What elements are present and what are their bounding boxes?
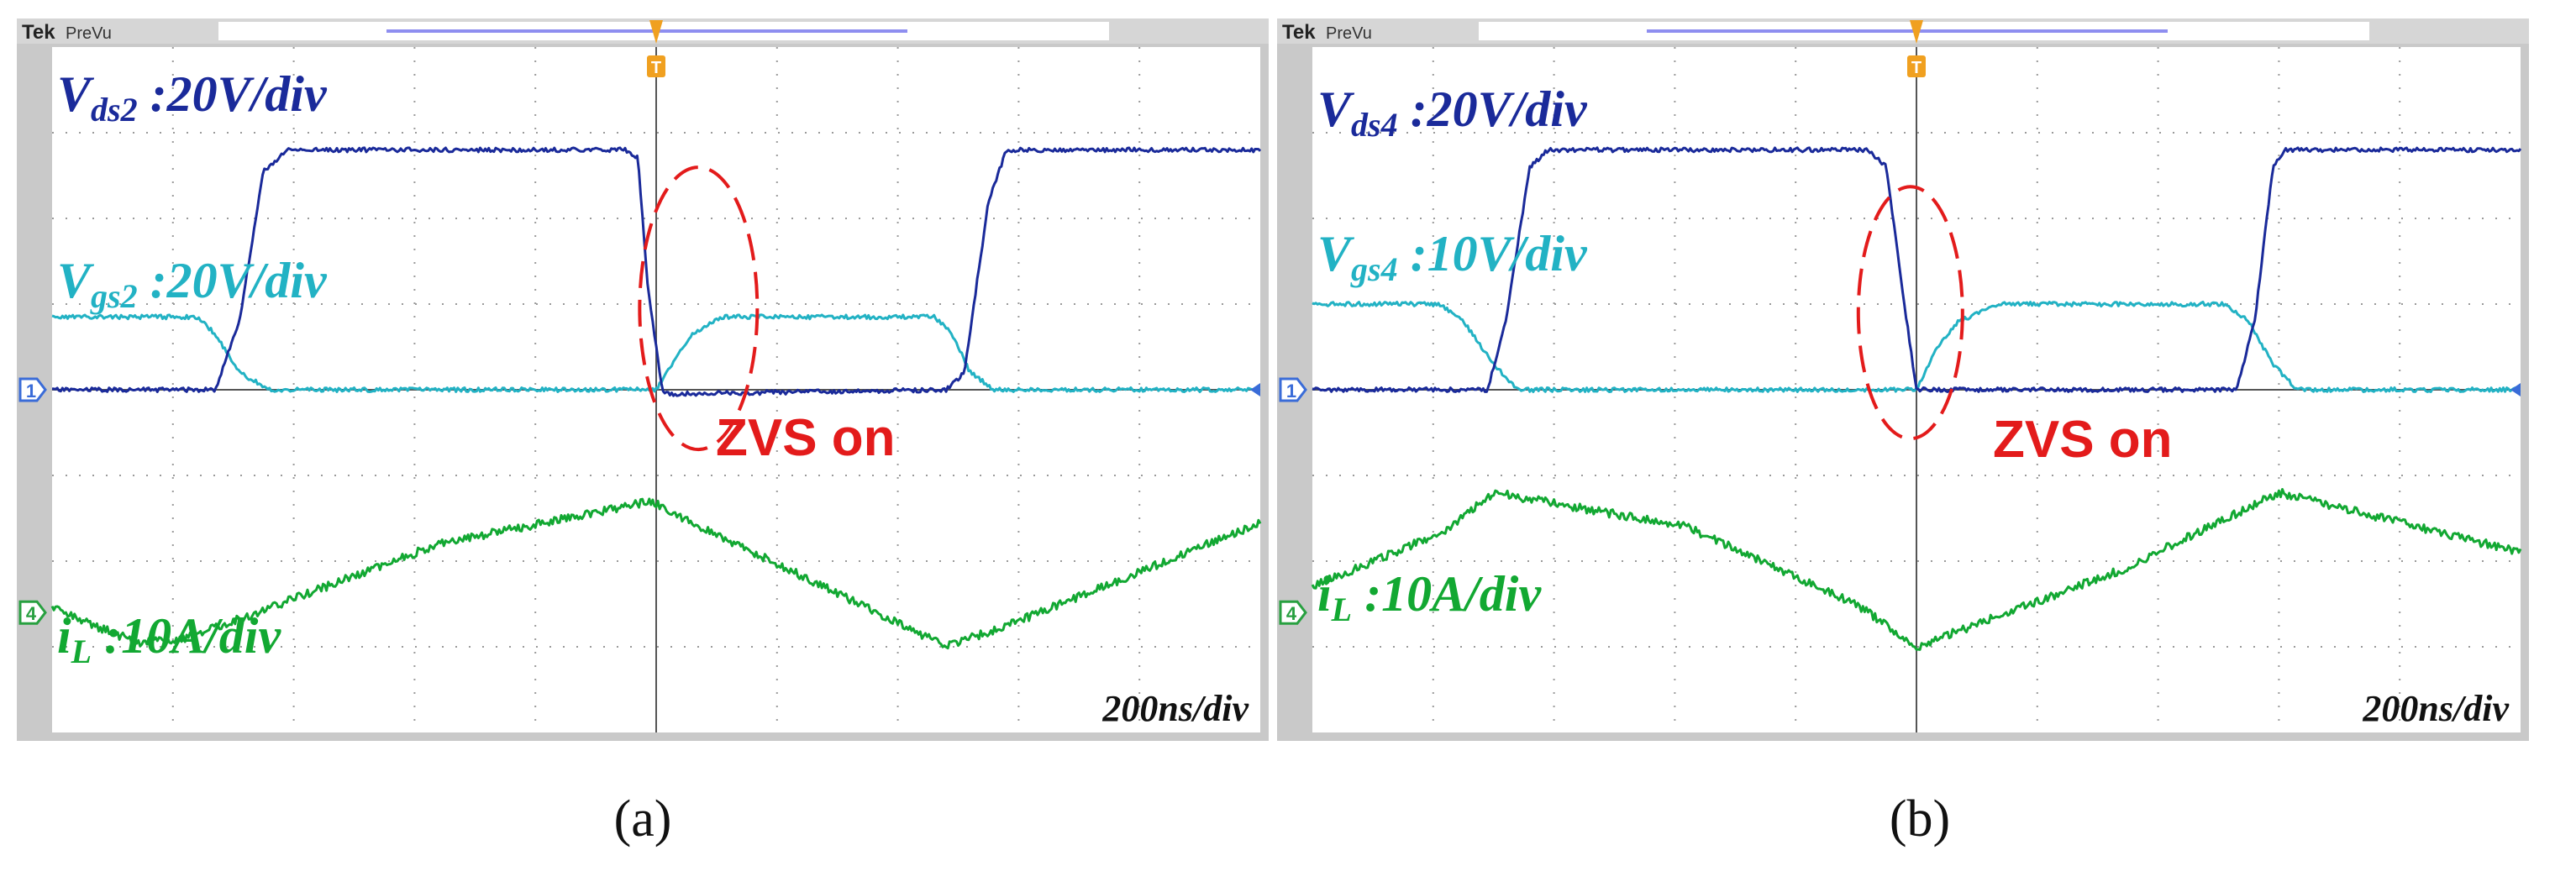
scope-panel-a: Tek PreVu T 1 4 Vds2 :20V/div Vgs2 :20V/div iL … xyxy=(17,18,1269,741)
channel-marker-shape xyxy=(18,377,47,402)
label-vgs-sub: gs4 xyxy=(1350,250,1398,288)
scope-panel-b: Tek PreVu T 1 4 Vds4 :20V/div Vgs4 :10V/div iL … xyxy=(1277,18,2529,741)
label-vds: Vds2 :20V/div xyxy=(57,66,328,129)
label-vds-main: V xyxy=(1317,81,1355,137)
label-vds-scale: :20V/div xyxy=(1398,81,1588,137)
trigger-marker: T xyxy=(647,20,665,77)
scope-mode: PreVu xyxy=(1326,24,1372,43)
label-vgs-main: V xyxy=(1317,226,1355,281)
ref-arrow-right xyxy=(1250,383,1260,396)
channel-marker-1: 1 xyxy=(18,377,47,402)
timebase-label: 200ns/div xyxy=(2362,688,2509,729)
channel-marker-4: 4 xyxy=(1279,600,1307,625)
scope-brand: Tek xyxy=(1282,21,1316,44)
label-il: iL :10A/div xyxy=(1317,566,1542,628)
label-vds: Vds4 :20V/div xyxy=(1317,81,1588,144)
timebase-label: 200ns/div xyxy=(1101,688,1249,729)
channel-marker-label: 1 xyxy=(26,381,36,402)
label-il-sub: L xyxy=(1331,591,1352,628)
ref-arrow-right xyxy=(2510,383,2521,396)
trigger-marker-box xyxy=(1907,55,1926,77)
label-vgs-main: V xyxy=(57,253,95,308)
label-vds-sub: ds4 xyxy=(1351,106,1398,144)
trigger-marker: T xyxy=(1907,20,1926,77)
trigger-pointer xyxy=(649,20,663,44)
channel-marker-4: 4 xyxy=(18,600,47,625)
label-il: iL :10A/div xyxy=(57,608,281,670)
label-vgs-scale: :10V/div xyxy=(1398,226,1588,281)
channel-marker-shape xyxy=(1279,600,1307,625)
zvs-annotation: ZVS on xyxy=(1993,411,2173,469)
caption-b: (b) xyxy=(1889,790,1951,848)
series-vds-line xyxy=(1312,146,2522,393)
series-il-line xyxy=(50,497,1262,650)
scope-brand: Tek xyxy=(22,21,55,44)
label-vgs-sub: gs2 xyxy=(90,277,138,315)
label-vgs: Vgs4 :10V/div xyxy=(1317,226,1588,288)
channel-marker-label: 4 xyxy=(26,603,37,624)
series-il-line xyxy=(1311,488,2522,651)
channel-marker-label: 1 xyxy=(1286,381,1296,402)
label-il-scale: :10A/div xyxy=(1352,566,1542,622)
trigger-marker-label: T xyxy=(651,59,661,77)
label-il-scale: :10A/div xyxy=(92,608,281,664)
label-vds-scale: :20V/div xyxy=(138,66,328,122)
caption-a: (a) xyxy=(613,790,672,848)
label-vgs-scale: :20V/div xyxy=(138,253,328,308)
zvs-highlight-ellipse xyxy=(638,165,760,452)
series-vds-line xyxy=(51,146,1262,397)
channel-marker-shape xyxy=(1279,377,1307,402)
channel-marker-label: 4 xyxy=(1286,603,1297,624)
trigger-marker-label: T xyxy=(1911,59,1921,77)
zvs-annotation: ZVS on xyxy=(716,409,896,467)
label-il-main: i xyxy=(1317,566,1332,622)
channel-marker-1: 1 xyxy=(1279,377,1307,402)
label-il-main: i xyxy=(57,608,71,664)
label-vgs: Vgs2 :20V/div xyxy=(57,253,328,315)
scope-mode: PreVu xyxy=(66,24,112,43)
label-vds-main: V xyxy=(57,66,95,122)
trigger-pointer xyxy=(1910,20,1923,44)
trigger-marker-box xyxy=(647,55,665,77)
channel-marker-shape xyxy=(18,600,47,625)
zvs-highlight-ellipse xyxy=(1856,185,1964,441)
series-vgs-line xyxy=(51,313,1261,393)
label-vds-sub: ds2 xyxy=(91,91,138,129)
label-il-sub: L xyxy=(71,633,92,670)
